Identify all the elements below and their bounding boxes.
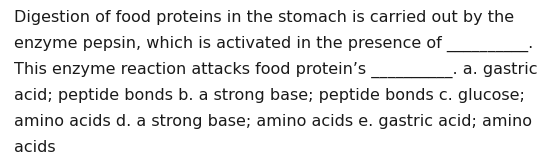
Text: enzyme pepsin, which is activated in the presence of __________.: enzyme pepsin, which is activated in the… — [14, 36, 533, 52]
Text: This enzyme reaction attacks food protein’s __________. a. gastric: This enzyme reaction attacks food protei… — [14, 62, 537, 78]
Text: acids: acids — [14, 140, 56, 155]
Text: amino acids d. a strong base; amino acids e. gastric acid; amino: amino acids d. a strong base; amino acid… — [14, 114, 532, 129]
Text: acid; peptide bonds b. a strong base; peptide bonds c. glucose;: acid; peptide bonds b. a strong base; pe… — [14, 88, 525, 103]
Text: Digestion of food proteins in the stomach is carried out by the: Digestion of food proteins in the stomac… — [14, 10, 514, 25]
